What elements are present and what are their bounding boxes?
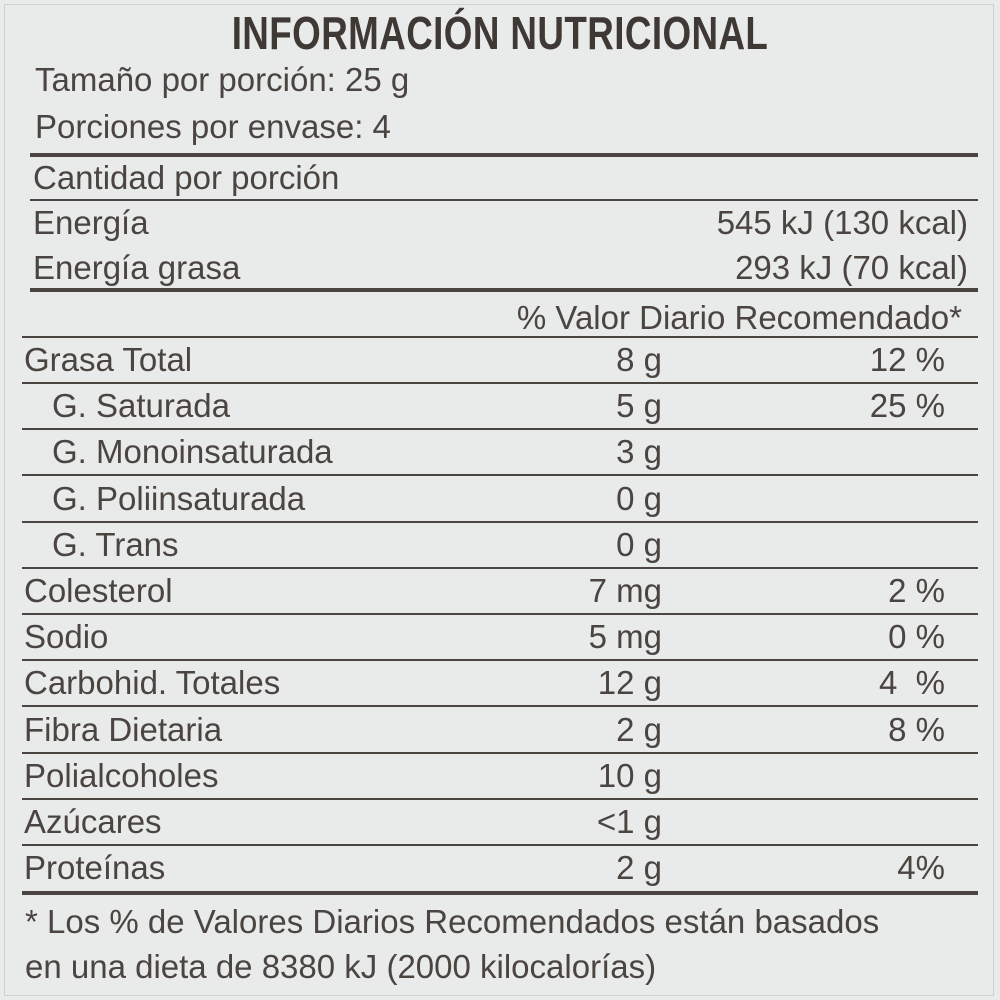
energy-label: Energía <box>33 204 149 241</box>
nutrient-daily-value: 8 % <box>888 710 945 748</box>
nutrient-daily-value: 2 % <box>888 572 945 609</box>
nutrient-amount: 7 mg <box>588 572 662 609</box>
nutrient-amount: 10 g <box>597 756 662 794</box>
nutrient-label: G. Poliinsaturada <box>52 479 306 517</box>
nutrient-amount: 12 g <box>597 664 662 702</box>
divider <box>22 428 978 431</box>
divider <box>22 844 978 846</box>
divider <box>22 659 978 662</box>
nutrient-label: Polialcoholes <box>24 756 219 794</box>
divider <box>22 566 978 569</box>
nutrient-daily-value: 4 % <box>878 664 945 702</box>
nutrient-label: Fibra Dietaria <box>24 710 223 748</box>
nutrient-amount: 2 g <box>616 710 662 748</box>
amount-per-serving: Cantidad por porción <box>33 159 340 196</box>
divider <box>22 751 978 754</box>
energy-fat-value: 293 kJ (70 kcal) <box>735 249 968 286</box>
nutrient-amount: 0 g <box>616 479 662 517</box>
divider <box>22 613 978 615</box>
nutrient-daily-value: 12 % <box>869 341 945 378</box>
servings-per-container: Porciones por envase: 4 <box>35 108 391 145</box>
divider <box>30 199 978 201</box>
nutrient-amount: 5 g <box>616 387 662 425</box>
serving-size: Tamaño por porción: 25 g <box>35 61 410 98</box>
nutrient-amount: 3 g <box>616 433 662 471</box>
divider <box>22 336 978 338</box>
label-border <box>4 4 994 996</box>
divider <box>22 891 978 895</box>
nutrient-daily-value: 0 % <box>888 618 945 656</box>
nutrient-amount: 2 g <box>616 849 662 887</box>
nutrient-label: Colesterol <box>24 572 173 609</box>
divider <box>22 705 978 708</box>
divider <box>22 520 978 523</box>
footnote-line-1: * Los % de Valores Diarios Recomendados … <box>25 903 880 940</box>
label-title: INFORMACIÓN NUTRICIONAL <box>231 7 769 59</box>
energy-fat-label: Energía grasa <box>33 249 241 286</box>
divider <box>22 382 978 384</box>
divider <box>22 797 978 800</box>
nutrient-label: G. Saturada <box>52 387 230 425</box>
divider <box>22 474 978 477</box>
nutrient-label: Azúcares <box>24 803 162 840</box>
nutrient-amount: 0 g <box>616 525 662 563</box>
nutrient-label: Carbohid. Totales <box>24 664 281 702</box>
nutrient-daily-value: 25 % <box>869 387 945 425</box>
nutrient-amount: 5 mg <box>588 618 662 656</box>
energy-value: 545 kJ (130 kcal) <box>716 204 968 241</box>
nutrient-amount: <1 g <box>596 803 662 840</box>
nutrient-label: Grasa Total <box>24 341 193 378</box>
divider <box>30 288 978 292</box>
nutrient-label: G. Trans <box>52 525 179 563</box>
nutrient-amount: 8 g <box>616 341 662 378</box>
footnote-line-2: en una dieta de 8380 kJ (2000 kilocalorí… <box>25 948 657 985</box>
nutrient-daily-value: 4% <box>897 849 945 887</box>
nutrient-label: G. Monoinsaturada <box>52 433 333 471</box>
nutrient-label: Proteínas <box>24 849 166 887</box>
divider <box>30 153 978 157</box>
nutrient-label: Sodio <box>24 618 109 656</box>
daily-value-header: % Valor Diario Recomendado* <box>516 299 962 336</box>
